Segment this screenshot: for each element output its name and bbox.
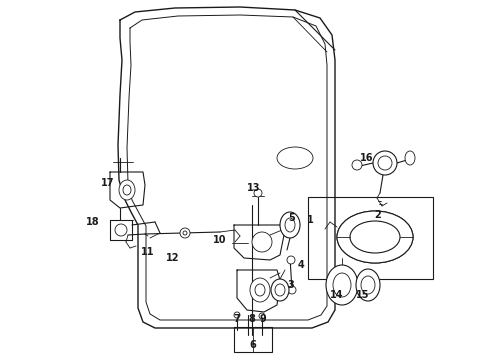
Text: 4: 4 [297, 260, 304, 270]
Circle shape [254, 189, 262, 197]
Ellipse shape [119, 180, 135, 200]
Circle shape [287, 256, 295, 264]
Text: 14: 14 [330, 290, 344, 300]
Text: 8: 8 [248, 314, 255, 324]
Text: 16: 16 [360, 153, 374, 163]
Ellipse shape [333, 273, 351, 297]
Text: 11: 11 [141, 247, 155, 257]
Text: 15: 15 [356, 290, 370, 300]
Circle shape [183, 231, 187, 235]
Ellipse shape [277, 147, 313, 169]
Text: 9: 9 [260, 314, 267, 324]
Ellipse shape [378, 156, 392, 170]
Ellipse shape [252, 232, 272, 252]
Text: 1: 1 [307, 215, 314, 225]
Ellipse shape [337, 211, 413, 263]
Ellipse shape [250, 278, 270, 302]
Text: 17: 17 [101, 178, 115, 188]
Ellipse shape [405, 151, 415, 165]
Ellipse shape [373, 151, 397, 175]
Text: 2: 2 [375, 210, 381, 220]
Ellipse shape [280, 212, 300, 238]
Ellipse shape [350, 221, 400, 253]
Text: 10: 10 [213, 235, 227, 245]
Circle shape [180, 228, 190, 238]
Ellipse shape [326, 265, 358, 305]
Text: 7: 7 [234, 314, 241, 324]
Ellipse shape [275, 284, 285, 296]
Ellipse shape [337, 211, 413, 263]
Circle shape [288, 286, 296, 294]
Text: 5: 5 [289, 213, 295, 223]
Bar [234, 327, 272, 352]
Ellipse shape [361, 276, 375, 294]
Circle shape [259, 313, 265, 319]
Ellipse shape [271, 279, 289, 301]
Ellipse shape [123, 185, 131, 195]
Ellipse shape [255, 284, 265, 296]
Bar [308, 197, 433, 279]
Ellipse shape [115, 224, 127, 236]
Text: 6: 6 [249, 340, 256, 350]
Ellipse shape [350, 221, 400, 253]
Text: 12: 12 [166, 253, 180, 263]
Circle shape [234, 312, 240, 318]
Ellipse shape [285, 218, 295, 232]
Text: 3: 3 [288, 280, 294, 290]
Text: 13: 13 [247, 183, 261, 193]
Ellipse shape [352, 160, 362, 170]
Ellipse shape [356, 269, 380, 301]
Ellipse shape [350, 221, 400, 253]
Text: 18: 18 [86, 217, 100, 227]
